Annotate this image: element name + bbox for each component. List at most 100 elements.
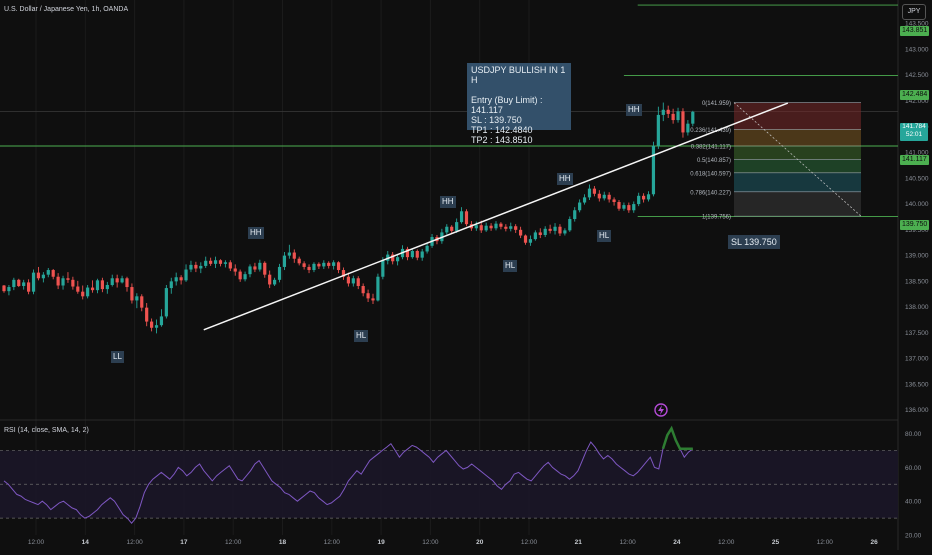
fib-level-label: 0.5(140.857) [697,158,731,164]
candle-body [86,287,90,297]
candle-body [213,260,218,264]
candle-body [248,266,252,275]
lightning-glyph [658,405,664,415]
candle-body [51,270,55,277]
rsi-title[interactable]: RSI (14, close, SMA, 14, 2) [4,427,89,434]
candle-body [396,257,400,262]
candle-body [287,252,291,256]
candle-body [56,276,60,286]
candle-body [351,278,355,284]
candle-body [22,282,26,287]
candle-body [277,266,282,280]
candle-body [528,239,533,243]
candle-body [233,268,237,272]
candle-body [391,254,395,262]
markers [654,403,668,417]
candle-body [592,188,596,194]
candle-body [691,111,695,124]
candle-body [568,219,572,231]
fib-level-label: 0.618(140.597) [690,171,731,177]
candle-body [36,272,41,279]
time-tick-label: 14 [82,539,90,546]
fib-trend-line [733,102,862,217]
candle-body [12,279,16,288]
candle-body [405,248,410,258]
candle-body [90,287,95,291]
candle-body [656,114,660,146]
candle-body [140,296,144,308]
candle-body [573,210,577,220]
candle-body [410,250,414,258]
news-flash-icon[interactable] [654,403,668,417]
price-tick-label: 141.000 [905,150,929,157]
candle-body [184,269,188,281]
setup-title: USDJPY BULLISH IN 1 H [471,65,566,85]
candle-body [543,228,547,235]
candle-body [602,194,606,199]
candle-body [479,225,483,231]
candle-body [189,264,193,270]
time-tick-label: 21 [575,539,583,546]
candle-body [676,111,680,121]
candle-body [464,211,469,225]
fib-zone [734,172,861,192]
candle-body [95,280,100,291]
candle-body [145,307,149,322]
axes: 143.500143.000142.500142.000141.500141.0… [28,21,929,546]
price-tick-label: 137.000 [905,356,929,363]
candle-body [504,226,508,229]
trendline [203,102,789,331]
setup-entry: Entry (Buy Limit) : 141.117 [471,95,543,115]
candle-body [76,286,80,292]
rsi-tick-label: 20.00 [905,533,922,540]
candle-body [376,276,380,301]
fib-zone [734,159,861,173]
time-tick-label: 12:00 [28,539,45,546]
candle-body [174,277,178,282]
candle-body [164,288,168,317]
candle-body [341,270,346,277]
candle-body [617,202,621,209]
candle-body [425,245,429,252]
rsi-line [3,427,694,524]
fib-zone [734,145,861,160]
candle-body [292,252,296,259]
symbol-title[interactable]: U.S. Dollar / Japanese Yen, 1h, OANDA [4,6,129,13]
fib-level-label: 0.236(141.439) [690,128,731,134]
time-tick-label: 25 [772,539,780,546]
candle-body [17,279,21,287]
candle-body [322,262,326,267]
candle-body [627,205,631,211]
ascending-trendline [203,102,789,331]
candle-body [27,282,31,292]
candle-body [499,223,503,227]
candle-body [548,228,552,231]
setup-tp2: TP2 : 143.8510 [471,135,533,145]
candle-body [253,266,257,270]
candle-body [218,260,223,264]
price-tick-label: 139.000 [905,253,929,260]
time-tick-label: 12:00 [521,539,538,546]
candle-body [356,278,360,287]
price-tick-label: 137.500 [905,330,929,337]
time-tick-label: 12:00 [718,539,735,546]
candle-body [130,287,134,301]
pivot-label-hl: HL [597,230,612,242]
fib-level-label: 1(139.756) [702,215,731,221]
currency-button[interactable]: JPY [902,4,926,20]
candle-body [646,194,651,200]
candle-body [228,262,232,269]
candle-body [282,255,287,267]
candle-body [327,262,331,266]
setup-sl: SL : 139.750 [471,115,522,125]
price-tick-label: 140.000 [905,201,929,208]
candle-body [169,281,173,289]
candle-body [578,202,582,211]
candle-body [273,279,277,285]
candles [2,102,695,334]
pivot-label-hh: HH [248,227,264,239]
candle-body [366,293,370,299]
candle-body [41,274,45,279]
